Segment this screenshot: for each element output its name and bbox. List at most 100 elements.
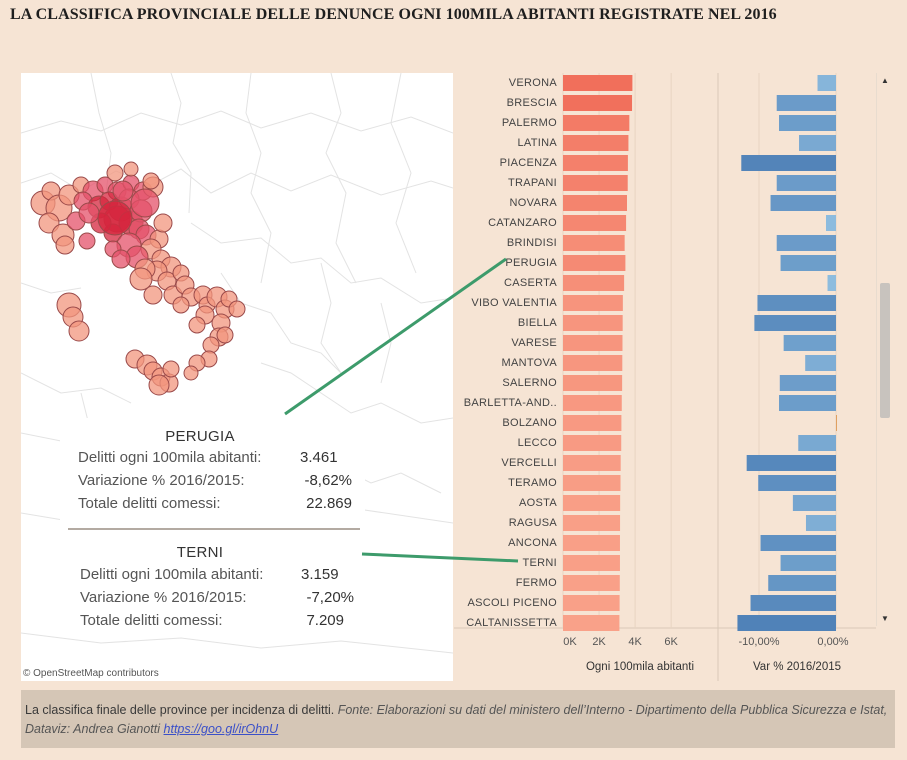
province-bubble [148,374,170,396]
tooltip-perugia: PERUGIA Delitti ogni 100mila abitanti: 3… [60,418,365,530]
category-label: TERNI [523,557,558,569]
scroll-down-icon[interactable]: ▼ [881,614,889,623]
province-bubble [55,235,75,255]
category-label: ASCOLI PICENO [468,597,558,609]
tooltip-value: -8,62% [304,472,352,489]
bar-variation [783,335,836,351]
category-label: LATINA [518,137,558,149]
category-label: TERAMO [508,477,557,489]
tooltip-value: 7.209 [306,612,344,629]
province-bubble [216,326,234,344]
caption-link[interactable]: https://goo.gl/irOhnU [163,722,279,736]
bar-rate [563,495,621,511]
x-tick-label: 4K [628,636,642,648]
category-label: BIELLA [518,317,557,329]
bar-variation [760,535,836,551]
bar-rate [563,195,627,211]
category-label: BOLZANO [502,417,557,429]
bar-charts-svg[interactable]: 0K 2K 4K 6K -10,00% 0,00% Ogni 100mila abitant… [454,73,892,684]
x-tick-label: 0K [563,636,577,648]
province-bubble [228,300,246,318]
bar-variation [758,475,836,491]
tooltip-label: Variazione % 2016/2015: [78,472,245,489]
bar-variation [754,315,836,331]
bar-rate [563,475,621,491]
category-label: NOVARA [510,197,558,209]
map-attribution[interactable]: © OpenStreetMap contributors [23,668,159,679]
tooltip-value: -7,20% [306,589,354,606]
bar-rate [563,555,620,571]
x-tick-label: 2K [592,636,606,648]
bar-variation [776,95,836,111]
x-tick-label: -10,00% [739,636,780,648]
bar-variation [780,255,836,271]
province-bubble [172,296,190,314]
province-bubble [78,202,100,224]
bar-rate [563,415,622,431]
tooltip-terni: TERNI Delitti ogni 100mila abitanti: 3.1… [60,530,365,636]
bar-variation [757,295,836,311]
category-label: VERCELLI [501,457,557,469]
bar-rate [563,275,625,291]
category-label: BARLETTA-AND.. [464,397,557,409]
bar-rate [563,335,623,351]
province-bubble [123,161,139,177]
bar-variation [768,575,836,591]
bar-variation [805,355,836,371]
category-label: PALERMO [502,117,557,129]
scroll-up-icon[interactable]: ▲ [881,76,889,85]
province-bubble [68,320,90,342]
province-bubble [142,172,160,190]
bar-variation [779,115,836,131]
province-bubbles[interactable] [30,161,246,396]
bar-rate [563,615,620,631]
bar-rate [563,535,620,551]
category-label: AOSTA [519,497,557,509]
province-bubble [111,249,131,269]
bar-rate [563,235,625,251]
x-tick-label: 0,00% [817,636,848,648]
bar-variation [817,75,836,91]
caption-text: La classifica finale delle province per … [25,703,335,717]
bar-rate [563,175,628,191]
bar-rate [563,75,633,91]
page-title: LA CLASSIFICA PROVINCIALE DELLE DENUNCE … [10,6,777,23]
bar-rate [563,455,621,471]
category-label: PERUGIA [505,257,557,269]
x-axis-title: Var % 2016/2015 [753,661,841,673]
bar-rate [563,255,626,271]
vertical-scrollbar[interactable]: ▲ ▼ [876,73,893,626]
caption-source: Fonte: Elaborazioni su dati del minister… [25,703,888,736]
bar-rate [563,435,622,451]
tooltip-label: Delitti ogni 100mila abitanti: [80,566,264,583]
tooltip-province-name: TERNI [176,544,224,561]
category-label: VERONA [509,77,558,89]
province-bubble [106,164,124,182]
bar-rate [563,95,633,111]
bar-variation [750,595,836,611]
bar-rate [563,375,623,391]
bar-variation [776,175,836,191]
category-label: MANTOVA [502,357,558,369]
bar-charts-panel[interactable]: 0K 2K 4K 6K -10,00% 0,00% Ogni 100mila abitant… [454,73,892,684]
province-bubble [183,365,199,381]
bar-rate [563,315,623,331]
scroll-thumb[interactable] [880,283,890,418]
province-bubble [162,360,180,378]
bar-variation [805,515,836,531]
x-tick-label: 6K [664,636,678,648]
bar-variation [792,495,836,511]
category-label: ANCONA [508,537,557,549]
province-bubble [97,200,133,236]
bar-variation [827,275,836,291]
category-label: TRAPANI [508,177,557,189]
category-label: VARESE [511,337,557,349]
tooltip-value: 3.159 [301,566,339,583]
bar-variation [836,415,837,431]
province-bubble [202,336,220,354]
bar-variation [798,435,836,451]
category-label: LECCO [518,437,558,449]
bar-rate [563,575,620,591]
category-label: CASERTA [504,277,557,289]
bar-rate [563,155,628,171]
